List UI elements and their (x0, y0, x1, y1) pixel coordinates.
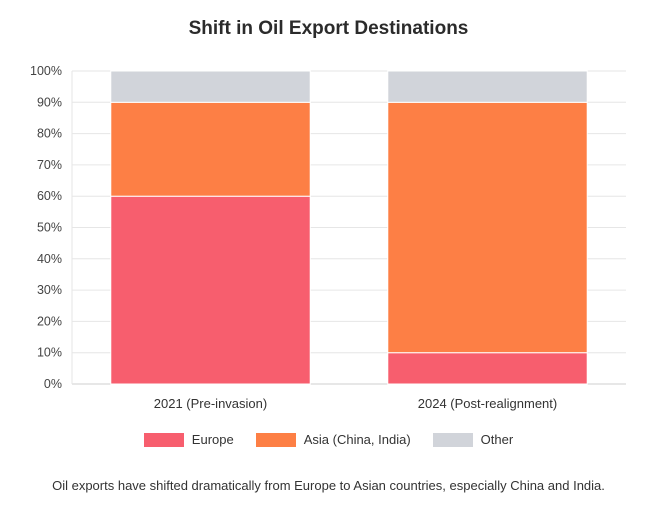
x-tick-label: 2021 (Pre-invasion) (154, 396, 267, 411)
chart-caption: Oil exports have shifted dramatically fr… (52, 478, 605, 493)
chart-legend: Europe Asia (China, India) Other (0, 432, 657, 447)
legend-swatch-asia (255, 432, 296, 447)
legend-swatch-europe (143, 432, 184, 447)
y-tick-label: 100% (30, 64, 62, 78)
bar-segment-asia-1[interactable] (387, 101, 588, 354)
y-tick-label: 70% (37, 158, 62, 172)
y-tick-label: 50% (37, 221, 62, 235)
bar-segment-other-0[interactable] (110, 70, 311, 103)
legend-item-asia[interactable]: Asia (China, India) (255, 432, 411, 447)
legend-label-other: Other (480, 432, 514, 447)
legend-item-europe[interactable]: Europe (143, 432, 234, 447)
y-tick-label: 90% (37, 95, 62, 109)
y-tick-label: 20% (37, 314, 62, 328)
y-tick-label: 30% (37, 283, 62, 297)
chart-plot: 0% 10% 20% 30% 40% 50% 60% 70% 80% 90% 100% 2021 (P… (30, 64, 626, 411)
y-tick-label: 10% (37, 346, 62, 360)
bar-segment-asia-0[interactable] (110, 101, 311, 197)
legend-item-other[interactable]: Other (432, 432, 514, 447)
y-tick-label: 60% (37, 189, 62, 203)
legend-label-europe: Europe (191, 432, 234, 447)
chart-title: Shift in Oil Export Destinations (188, 18, 469, 39)
x-tick-label: 2024 (Post-realignment) (418, 396, 557, 411)
bar-segment-europe-0[interactable] (110, 195, 311, 385)
legend-label-asia: Asia (China, India) (303, 432, 411, 447)
legend-swatch-other (432, 432, 473, 447)
bar-segment-other-1[interactable] (387, 70, 588, 103)
y-tick-label: 40% (37, 252, 62, 266)
y-tick-label: 0% (44, 377, 62, 391)
bar-segment-europe-1[interactable] (387, 352, 588, 385)
y-tick-label: 80% (37, 127, 62, 141)
